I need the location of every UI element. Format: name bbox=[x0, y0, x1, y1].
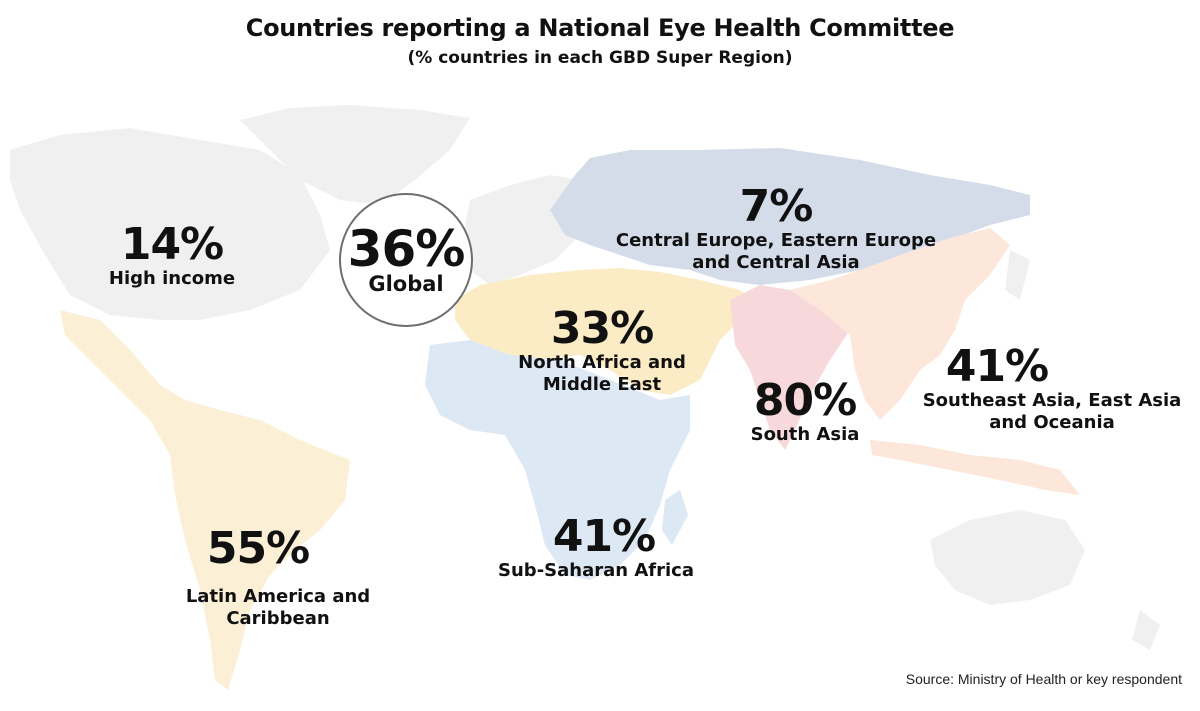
region-sub-saharan-africa bbox=[425, 340, 690, 580]
region-high-income-new-zealand bbox=[1132, 610, 1160, 650]
region-north-africa-middle-east bbox=[455, 268, 760, 395]
label-sub-saharan: 41% Sub-Saharan Africa bbox=[498, 511, 694, 582]
region-central-europe bbox=[550, 148, 1030, 285]
latin-america-label-line2: Caribbean bbox=[226, 607, 330, 629]
region-high-income-australia bbox=[930, 510, 1085, 605]
label-north-africa: 33% North Africa and Middle East bbox=[518, 303, 686, 395]
north-africa-value: 33% bbox=[550, 303, 654, 354]
central-europe-value: 7% bbox=[739, 181, 814, 232]
label-southeast-asia: 41% Southeast Asia, East Asia and Oceani… bbox=[922, 343, 1182, 433]
sub-saharan-value: 41% bbox=[552, 511, 656, 562]
north-africa-label-line1: North Africa and bbox=[518, 352, 686, 374]
map-subtitle: (% countries in each GBD Super Region) bbox=[407, 48, 793, 68]
title-block: Countries reporting a National Eye Healt… bbox=[0, 14, 1200, 68]
region-latin-america bbox=[60, 310, 350, 690]
high-income-value: 14% bbox=[120, 219, 224, 270]
southeast-asia-label-line1: Southeast Asia, East Asia bbox=[922, 390, 1182, 412]
south-asia-label: South Asia bbox=[750, 424, 860, 446]
label-latin-america: 55% Latin America and Caribbean bbox=[185, 525, 371, 629]
label-high-income: 14% High income bbox=[108, 219, 236, 290]
map-title: Countries reporting a National Eye Healt… bbox=[245, 14, 955, 42]
label-south-asia: 80% South Asia bbox=[750, 375, 860, 446]
central-europe-label-line2: and Central Asia bbox=[692, 251, 860, 273]
southeast-asia-label-line2: and Oceania bbox=[989, 411, 1115, 433]
global-value: 36% bbox=[347, 220, 466, 278]
label-central-europe: 7% Central Europe, Eastern Europe and Ce… bbox=[615, 181, 937, 273]
region-southeast-indonesia bbox=[870, 440, 1080, 495]
global-label: Global bbox=[368, 271, 444, 296]
central-europe-label-line1: Central Europe, Eastern Europe bbox=[615, 230, 937, 252]
region-sub-saharan-madagascar bbox=[662, 490, 688, 545]
region-high-income-greenland bbox=[240, 105, 470, 205]
sub-saharan-label: Sub-Saharan Africa bbox=[498, 560, 694, 582]
south-asia-value: 80% bbox=[753, 375, 857, 426]
global-badge: 36% Global bbox=[339, 193, 473, 327]
latin-america-label-line1: Latin America and bbox=[185, 586, 371, 608]
region-south-asia bbox=[730, 285, 850, 450]
region-high-income-north-america bbox=[10, 128, 330, 320]
high-income-label: High income bbox=[108, 268, 236, 290]
region-southeast-east-asia bbox=[790, 228, 1010, 420]
region-high-income-japan bbox=[1005, 250, 1030, 300]
southeast-asia-value: 41% bbox=[945, 341, 1049, 392]
source-note: Source: Ministry of Health or key respon… bbox=[905, 671, 1182, 687]
latin-america-value: 55% bbox=[206, 523, 310, 574]
north-africa-label-line2: Middle East bbox=[542, 373, 662, 395]
